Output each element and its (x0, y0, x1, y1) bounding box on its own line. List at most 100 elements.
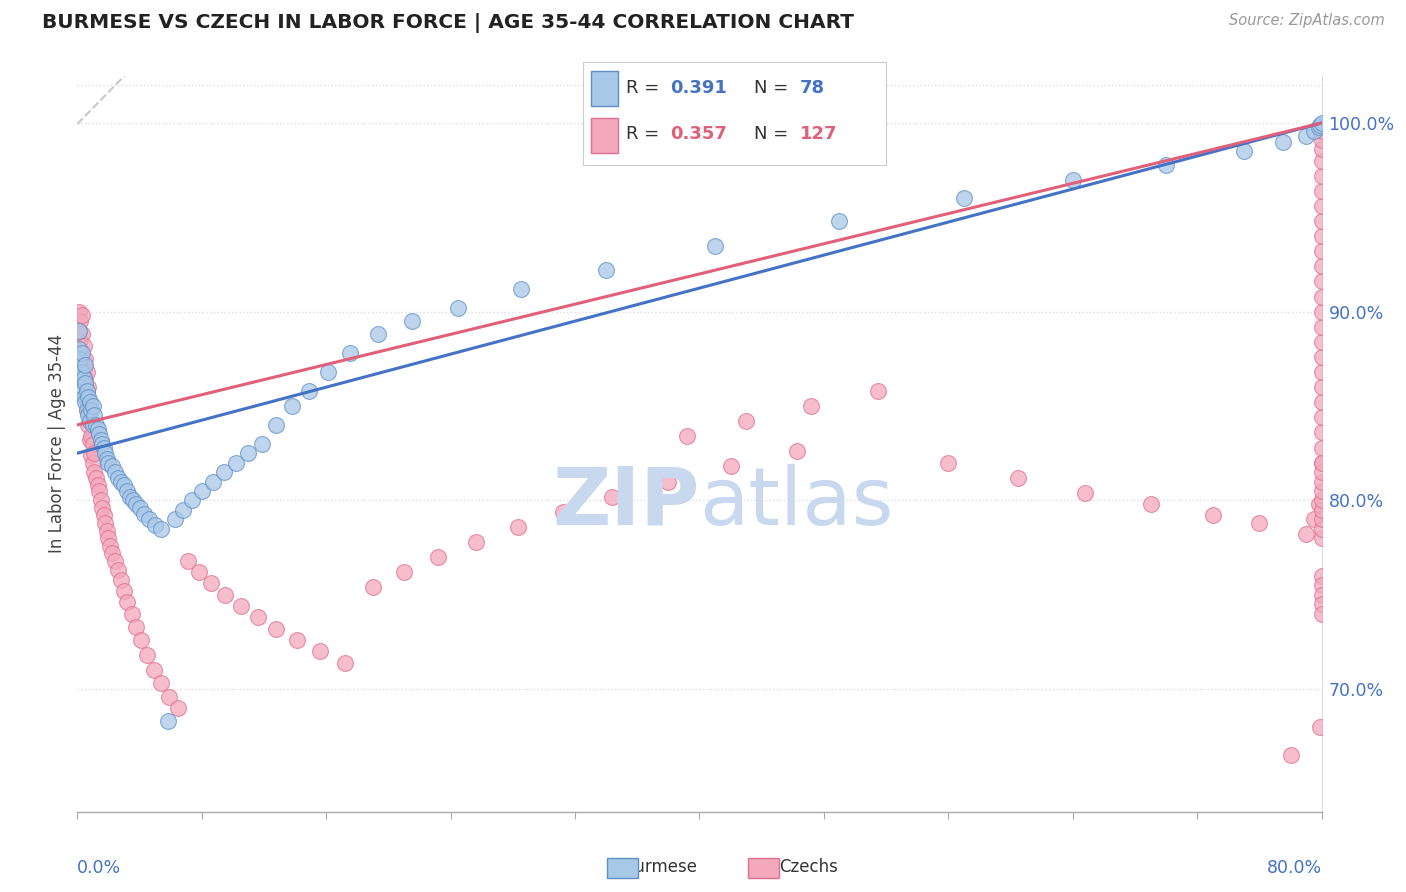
Point (551, 505, 574, 519)
Point (67, 361, 90, 376)
Point (1310, 522, 1333, 536)
Point (1310, 334, 1333, 349)
Point (75, 351, 97, 366)
Point (333, 656, 356, 670)
Point (1074, 485, 1097, 500)
Point (266, 622, 288, 636)
Point (447, 301, 470, 315)
Point (80, 429, 103, 443)
Point (281, 399, 304, 413)
Point (1310, 304, 1333, 318)
Point (1310, 512, 1333, 526)
Point (1310, 116, 1333, 130)
Point (136, 648, 159, 662)
Point (1295, 129, 1317, 144)
Point (1062, 172, 1084, 186)
Point (212, 465, 235, 479)
Point (150, 676, 173, 690)
Point (266, 417, 288, 432)
Point (87, 483, 110, 498)
Text: N =: N = (754, 79, 794, 97)
Point (83, 465, 105, 479)
Bar (591, 118, 619, 153)
Point (142, 663, 165, 677)
Point (953, 192, 976, 206)
Point (98, 539, 121, 553)
Point (1310, 380, 1333, 394)
Point (1310, 123, 1333, 137)
Point (316, 365, 339, 379)
Point (464, 534, 486, 549)
Point (800, 399, 823, 413)
Point (676, 429, 699, 443)
Point (69, 351, 91, 366)
Text: atlas: atlas (700, 464, 894, 541)
Point (1295, 527, 1317, 541)
Point (83, 409, 105, 423)
Point (1310, 425, 1333, 440)
Point (309, 644, 332, 658)
Point (75, 395, 97, 409)
Point (125, 620, 148, 634)
Point (75, 376, 97, 391)
Point (72, 376, 94, 391)
Point (70, 384, 93, 398)
Point (1310, 578, 1333, 592)
Point (657, 475, 679, 489)
Point (93, 508, 115, 523)
Point (167, 701, 190, 715)
Point (80, 448, 103, 462)
Point (96, 524, 118, 538)
Point (69, 314, 91, 328)
Point (82, 436, 104, 450)
Point (121, 607, 143, 621)
Point (1310, 260, 1333, 274)
Point (1308, 497, 1330, 511)
Point (104, 554, 127, 568)
Point (100, 459, 122, 474)
Point (165, 512, 187, 526)
Point (67, 343, 90, 357)
Point (1310, 493, 1333, 508)
Point (1310, 184, 1333, 198)
Point (70, 309, 93, 323)
Point (67, 324, 90, 338)
Point (367, 327, 389, 342)
Point (129, 633, 152, 648)
Point (1310, 588, 1333, 602)
Point (1302, 512, 1324, 526)
Point (1310, 289, 1333, 303)
Point (122, 493, 145, 508)
Point (69, 333, 91, 347)
Point (80, 402, 103, 417)
Point (76, 384, 98, 398)
Point (509, 282, 531, 296)
Text: Burmese: Burmese (624, 858, 697, 876)
Point (1310, 365, 1333, 379)
Point (83, 446, 105, 460)
Point (70, 365, 93, 379)
Point (938, 456, 960, 470)
Text: R =: R = (626, 125, 665, 144)
Point (298, 384, 321, 398)
Point (70, 346, 93, 360)
Point (1310, 441, 1333, 455)
Point (1310, 214, 1333, 228)
Point (1308, 120, 1330, 134)
Point (361, 580, 384, 594)
Point (1310, 410, 1333, 425)
Point (506, 520, 529, 534)
Point (156, 714, 179, 728)
Point (1154, 157, 1177, 171)
Text: 0.391: 0.391 (669, 79, 727, 97)
Point (1007, 471, 1029, 485)
Text: 0.0%: 0.0% (77, 859, 121, 877)
Point (392, 565, 415, 579)
Y-axis label: In Labor Force | Age 35-44: In Labor Force | Age 35-44 (48, 334, 66, 553)
Point (1310, 244, 1333, 259)
Point (191, 483, 214, 498)
Point (1310, 319, 1333, 334)
Point (735, 414, 758, 428)
Point (72, 390, 94, 404)
Point (1310, 350, 1333, 364)
